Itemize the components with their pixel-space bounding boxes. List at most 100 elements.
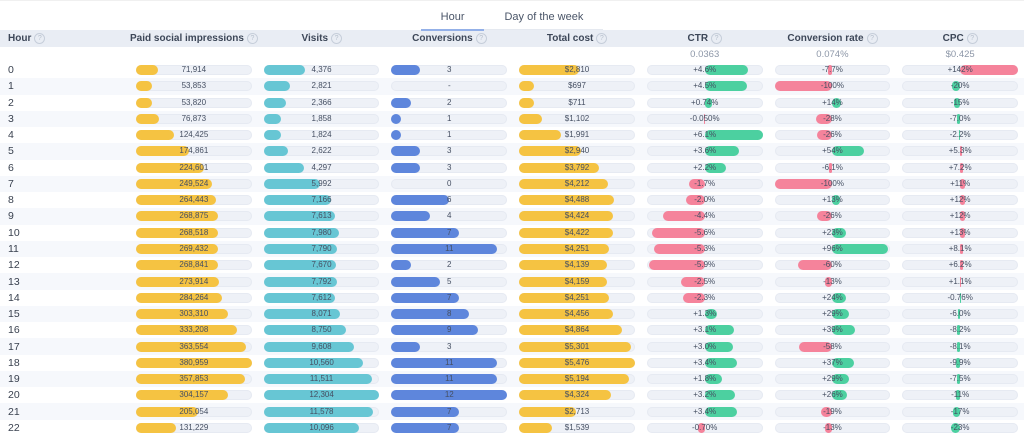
hour-label: 15 bbox=[8, 308, 20, 321]
conversions-bar bbox=[391, 309, 469, 320]
cost-bar-track: $4,488 bbox=[519, 195, 635, 206]
conversions-value: 11 bbox=[445, 243, 454, 253]
help-icon[interactable]: ? bbox=[34, 33, 46, 44]
cpc-cell: -8.2% bbox=[896, 325, 1024, 336]
column-header-impressions: Paid social impressions? bbox=[130, 33, 258, 44]
help-icon[interactable]: ? bbox=[711, 33, 723, 44]
conversions-bar-track: 3 bbox=[391, 65, 508, 76]
cpc-bar bbox=[950, 422, 961, 433]
conversions-cell: 3 bbox=[385, 162, 513, 173]
conversions-bar-track: 4 bbox=[391, 211, 508, 222]
cvr-bar bbox=[832, 243, 888, 254]
cost-cell: $2,940 bbox=[513, 146, 641, 157]
impressions-bar bbox=[136, 309, 229, 320]
help-icon[interactable]: ? bbox=[866, 33, 878, 44]
cpc-bar-track: +13% bbox=[902, 227, 1018, 238]
ctr-bar bbox=[704, 357, 737, 368]
impressions-bar-track: 284,264 bbox=[136, 292, 252, 303]
help-icon[interactable]: ? bbox=[596, 33, 608, 44]
help-icon[interactable]: ? bbox=[475, 33, 487, 44]
ctr-bar-track: +3.0% bbox=[646, 341, 763, 352]
cvr-cell: -19% bbox=[769, 406, 897, 417]
cvr-bar-track: -7.7% bbox=[774, 65, 891, 76]
impressions-bar-track: 269,432 bbox=[136, 243, 252, 254]
cvr-bar-track: -100% bbox=[774, 81, 891, 92]
cost-cell: $1,539 bbox=[513, 422, 641, 433]
impressions-cell: 380,959 bbox=[130, 357, 258, 368]
conversions-bar-track: 11 bbox=[391, 374, 508, 385]
column-header-cpc: CPC? bbox=[896, 33, 1024, 44]
table-row: 12 268,841 7,670 2 $4,139 -5.9% -60% +6.2% bbox=[0, 257, 1024, 274]
cpc-value: -2.2% bbox=[949, 130, 971, 140]
visits-value: 8,750 bbox=[311, 325, 332, 335]
impressions-bar bbox=[136, 227, 218, 238]
ctr-bar bbox=[704, 406, 737, 417]
cvr-cell: +26% bbox=[769, 390, 897, 401]
column-header-cvr: Conversion rate? bbox=[769, 33, 897, 44]
visits-value: 4,376 bbox=[311, 65, 332, 75]
table-row: 11 269,432 7,790 11 $4,251 -5.3% +96% +8.1% bbox=[0, 240, 1024, 258]
impressions-bar bbox=[136, 195, 217, 206]
impressions-cell: 357,853 bbox=[130, 374, 258, 385]
cpc-cell: -6.0% bbox=[896, 309, 1024, 320]
cvr-cell: +96% bbox=[769, 243, 897, 254]
table-row: 4 124,425 1,824 1 $1,991 +6.1% -26% -2.2% bbox=[0, 127, 1024, 144]
help-icon[interactable]: ? bbox=[246, 33, 258, 44]
impressions-cell: 174,861 bbox=[130, 146, 258, 157]
cost-bar bbox=[519, 309, 614, 320]
impressions-value: 53,853 bbox=[181, 81, 207, 91]
cpc-value: -20% bbox=[950, 81, 970, 91]
conversions-bar bbox=[391, 211, 430, 222]
cpc-bar-track: +1.1% bbox=[902, 276, 1018, 287]
tab-day-of-the-week[interactable]: Day of the week bbox=[504, 10, 584, 23]
cpc-bar bbox=[957, 309, 961, 320]
cost-cell: $4,251 bbox=[513, 243, 641, 254]
visits-bar-track: 7,790 bbox=[263, 243, 380, 254]
conversions-bar-track: 11 bbox=[391, 357, 508, 368]
visits-bar-track: 4,376 bbox=[263, 65, 380, 76]
conversions-value: 7 bbox=[447, 422, 452, 432]
table-body: 0 71,914 4,376 3 $2,810 +4.6% -7.7% +142% 1 53,85… bbox=[0, 62, 1024, 435]
visits-cell: 1,858 bbox=[258, 113, 386, 124]
ctr-cell: +1.8% bbox=[641, 374, 769, 385]
table-row: 21 205,054 11,578 7 $2,713 +3.4% -19% -17% bbox=[0, 403, 1024, 420]
impressions-value: 268,875 bbox=[179, 211, 209, 221]
cvr-bar-track: -19% bbox=[774, 406, 891, 417]
ctr-cell: +2.2% bbox=[641, 162, 769, 173]
ctr-bar-track: +3.4% bbox=[646, 357, 763, 368]
ctr-bar-track: +6.1% bbox=[646, 130, 763, 141]
cost-bar bbox=[519, 276, 608, 287]
cpc-value: -9.9% bbox=[949, 357, 971, 367]
hour-label: 1 bbox=[8, 80, 14, 93]
visits-cell: 2,622 bbox=[258, 146, 386, 157]
visits-bar-track: 7,670 bbox=[263, 260, 380, 271]
cost-bar bbox=[519, 341, 632, 352]
visits-bar bbox=[263, 357, 364, 368]
help-icon[interactable]: ? bbox=[966, 33, 978, 44]
impressions-bar-track: 205,054 bbox=[136, 406, 252, 417]
ctr-bar bbox=[682, 292, 705, 303]
cvr-value: +54% bbox=[822, 146, 843, 156]
cost-cell: $3,792 bbox=[513, 162, 641, 173]
cvr-bar bbox=[817, 130, 833, 141]
ctr-cell: -2.3% bbox=[641, 292, 769, 303]
cpc-value: +7.2% bbox=[948, 162, 972, 172]
help-icon[interactable]: ? bbox=[331, 33, 343, 44]
cpc-cell: +12% bbox=[896, 211, 1024, 222]
hour-label: 19 bbox=[8, 373, 20, 386]
tab-hour[interactable]: Hour bbox=[420, 6, 485, 31]
cvr-bar-track: -6.1% bbox=[774, 162, 891, 173]
cpc-bar bbox=[960, 211, 966, 222]
cost-cell: $4,488 bbox=[513, 195, 641, 206]
conversions-value: 3 bbox=[447, 341, 452, 351]
visits-bar bbox=[263, 325, 346, 336]
cvr-cell: +39% bbox=[769, 325, 897, 336]
visits-cell: 8,750 bbox=[258, 325, 386, 336]
impressions-cell: 205,054 bbox=[130, 406, 258, 417]
visits-bar bbox=[263, 162, 305, 173]
table-row: 16 333,208 8,750 9 $4,864 +3.1% +39% -8.2% bbox=[0, 322, 1024, 339]
cvr-value: -13% bbox=[823, 276, 842, 286]
cpc-bar-track: +11% bbox=[902, 178, 1018, 189]
cvr-cell: -26% bbox=[769, 211, 897, 222]
cost-cell: $4,864 bbox=[513, 325, 641, 336]
